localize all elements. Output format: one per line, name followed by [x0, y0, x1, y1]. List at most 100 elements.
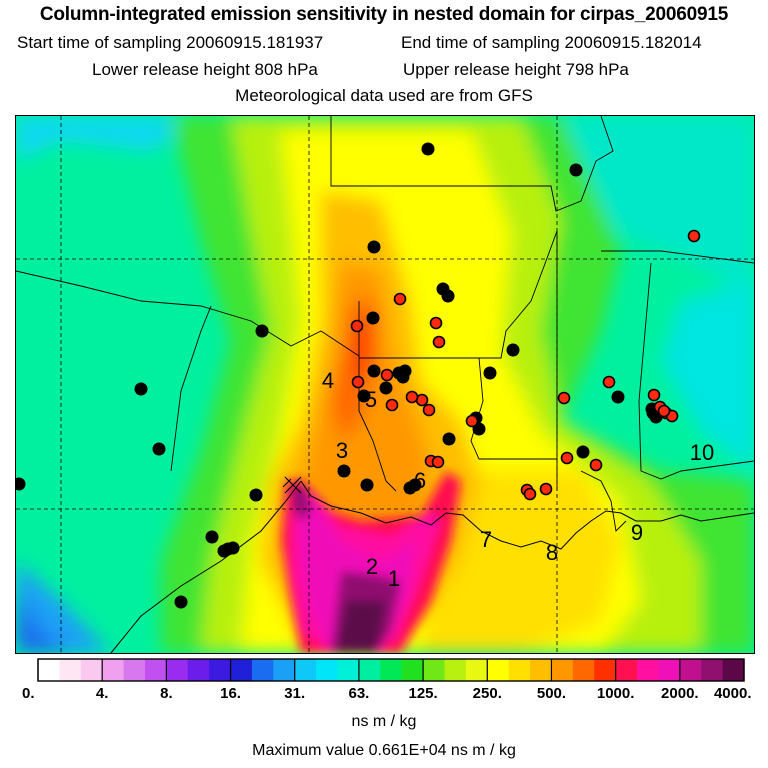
colorbar-tick-label: 250.	[472, 685, 502, 702]
region-label-3: 3	[336, 438, 348, 463]
black-station-marker	[442, 432, 456, 446]
colorbar-swatch	[273, 659, 296, 681]
colorbar-swatch	[144, 659, 167, 681]
black-station-marker	[337, 464, 351, 478]
red-station-marker	[560, 451, 574, 465]
colorbar-tick-label: 63.	[348, 685, 370, 702]
red-station-marker	[431, 455, 445, 469]
colorbar-swatch	[530, 659, 552, 681]
black-station-marker	[134, 382, 148, 396]
colorbar-tick-label: 0.	[22, 685, 35, 702]
sensitivity-field	[16, 116, 754, 653]
end-time-text: End time of sampling 20060915.182014	[401, 33, 702, 52]
black-station-marker	[367, 364, 381, 378]
red-station-marker	[405, 390, 419, 404]
colorbar-swatch	[551, 659, 574, 681]
colorbar-swatch	[187, 659, 210, 681]
release-point-marker	[284, 476, 302, 494]
colorbar-tick-label: 1000.	[596, 685, 635, 702]
black-station-marker	[379, 381, 393, 395]
colorbar-swatch	[38, 659, 60, 681]
colorbar-swatch	[380, 659, 403, 681]
colorbar-swatch	[701, 659, 724, 681]
colorbar-swatch	[572, 659, 595, 681]
colorbar-swatch	[658, 659, 681, 681]
black-station-marker	[611, 390, 625, 404]
start-time-text: Start time of sampling 20060915.181937	[17, 33, 324, 52]
red-station-marker	[589, 458, 603, 472]
black-station-marker	[152, 442, 166, 456]
black-station-marker	[366, 311, 380, 325]
region-label-2: 2	[366, 554, 378, 579]
colorbar-swatch	[465, 659, 488, 681]
met-data-text: Meteorological data used are from GFS	[235, 86, 533, 105]
colorbar-tick-label: 8.	[160, 685, 173, 702]
colorbar-swatch	[251, 659, 274, 681]
plot-title: Column-integrated emission sensitivity i…	[39, 4, 729, 25]
colorbar-swatch	[615, 659, 638, 681]
black-station-marker	[360, 478, 374, 492]
black-station-marker	[205, 530, 219, 544]
black-station-marker	[483, 366, 497, 380]
red-station-marker	[422, 403, 436, 417]
upper-release-height-text: Upper release height 798 hPa	[403, 60, 629, 79]
red-station-marker	[465, 414, 479, 428]
red-station-marker	[429, 316, 443, 330]
colorbar-tick-label: 4.	[95, 685, 109, 702]
region-labels: 12 3 4 5 6 7 8 9 10	[322, 368, 714, 591]
colorbar-tick-label: 16.	[220, 685, 241, 702]
colorbar-tick-label: 4000.	[713, 685, 752, 702]
colorbar-tick-label: 500.	[536, 685, 567, 702]
colorbar-swatch	[59, 659, 82, 681]
region-label-1: 1	[388, 566, 400, 591]
colorbar	[37, 658, 745, 682]
colorbar-swatch	[637, 659, 659, 681]
red-station-marker	[351, 375, 365, 389]
red-station-marker	[657, 404, 671, 418]
colorbar-swatch	[316, 659, 339, 681]
red-station-marker	[385, 398, 399, 412]
maximum-value-text: Maximum value 0.661E+04 ns m / kg	[252, 742, 516, 759]
station-markers	[16, 142, 701, 609]
colorbar-tick-label: 125.	[408, 685, 438, 702]
colorbar-swatch	[358, 659, 381, 681]
black-station-marker	[576, 445, 590, 459]
colorbar-frame	[37, 658, 745, 682]
black-station-marker	[249, 488, 263, 502]
political-boundaries	[16, 116, 754, 532]
region-label-7: 7	[480, 527, 492, 552]
lower-release-height-text: Lower release height 808 hPa	[92, 60, 318, 79]
red-station-marker	[380, 368, 394, 382]
black-station-marker	[408, 478, 422, 492]
colorbar-swatch	[80, 659, 103, 681]
colorbar-swatch	[230, 659, 253, 681]
red-station-marker	[557, 391, 571, 405]
black-station-marker	[367, 240, 381, 254]
black-station-marker	[441, 289, 455, 303]
colorbar-swatch	[294, 659, 317, 681]
region-label-6: 6	[414, 468, 426, 493]
black-station-marker	[226, 541, 240, 555]
colorbar-swatch	[209, 659, 232, 681]
black-station-marker	[174, 595, 188, 609]
region-label-5: 5	[365, 387, 377, 412]
region-label-4: 4	[322, 368, 334, 393]
coastline	[110, 478, 754, 653]
black-station-marker	[569, 163, 583, 177]
colorbar-swatch	[444, 659, 467, 681]
colorbar-swatch	[337, 659, 360, 681]
region-label-9: 9	[631, 520, 643, 545]
red-station-marker	[432, 335, 446, 349]
colorbar-swatch	[722, 659, 745, 681]
red-station-marker	[539, 482, 553, 496]
colorbar-tick-label: 2000.	[661, 685, 699, 702]
red-station-marker	[602, 375, 616, 389]
red-station-marker	[350, 319, 364, 333]
colorbar-units: ns m / kg	[351, 713, 417, 730]
colorbar-swatch	[679, 659, 702, 681]
colorbar-tick-label: 31.	[284, 685, 306, 702]
red-station-marker	[523, 487, 537, 501]
red-station-marker	[393, 292, 407, 306]
sensitivity-map: 1 2 3 4 5 6 7 8 9 10	[15, 115, 755, 654]
colorbar-swatch	[123, 659, 146, 681]
